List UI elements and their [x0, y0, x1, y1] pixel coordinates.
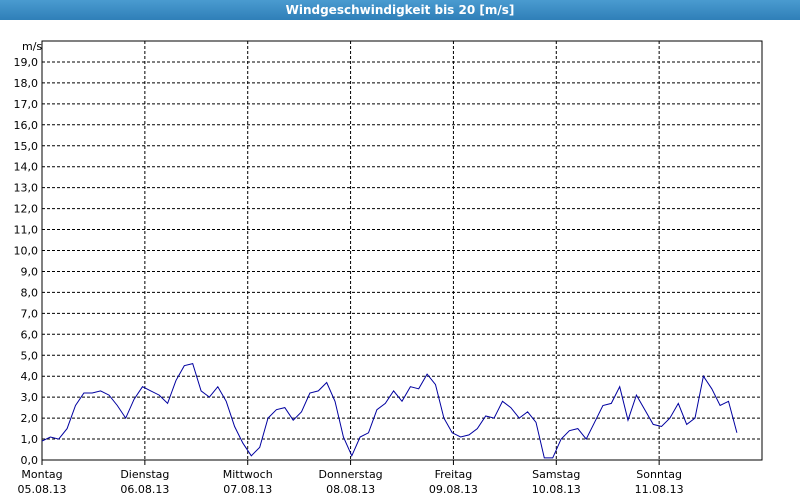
line: [41, 362, 738, 459]
y-tick-label: 5,0: [21, 349, 39, 362]
y-tick-label: 0,0: [21, 454, 39, 467]
y-tick-label: 3,0: [21, 391, 39, 404]
x-tick-label: Dienstag: [120, 468, 169, 481]
x-tick-label: Donnerstag: [318, 468, 382, 481]
x-tick-date: 06.08.13: [120, 483, 169, 496]
y-tick-label: 6,0: [21, 328, 39, 341]
x-tick-label: Montag: [21, 468, 62, 481]
y-tick-label: 2,0: [21, 412, 39, 425]
y-tick-label: 7,0: [21, 307, 39, 320]
y-tick-label: 15,0: [14, 140, 39, 153]
y-tick-label: 12,0: [14, 203, 39, 216]
x-tick-label: Samstag: [532, 468, 580, 481]
y-tick-label: 18,0: [14, 77, 39, 90]
y-tick-label: 13,0: [14, 182, 39, 195]
y-tick-label: 14,0: [14, 161, 39, 174]
y-tick-label: 8,0: [21, 286, 39, 299]
title-bar: Windgeschwindigkeit bis 20 [m/s]: [0, 0, 800, 20]
x-tick-label: Sonntag: [636, 468, 682, 481]
y-tick-label: 11,0: [14, 224, 39, 237]
x-tick-label: Mittwoch: [223, 468, 273, 481]
y-tick-label: 10,0: [14, 245, 39, 258]
x-tick-date: 11.08.13: [635, 483, 684, 496]
y-axis-label: m/s: [22, 40, 42, 53]
y-tick-label: 1,0: [21, 433, 39, 446]
y-tick-label: 19,0: [14, 56, 39, 69]
y-tick-label: 9,0: [21, 265, 39, 278]
y-tick-label: 4,0: [21, 370, 39, 383]
background: [0, 20, 800, 500]
x-tick-label: Freitag: [435, 468, 473, 481]
x-tick-date: 08.08.13: [326, 483, 375, 496]
x-tick-date: 07.08.13: [223, 483, 272, 496]
plot-frame: [41, 40, 763, 461]
x-tick-date: 09.08.13: [429, 483, 478, 496]
chart: m/s 0,0 1,0 2,0 3,0 4,0 5,0 6,0 7,0 8,0 9,0 10,0 11…: [0, 20, 800, 500]
y-tick-label: 17,0: [14, 98, 39, 111]
x-tick-date: 05.08.13: [18, 483, 67, 496]
x-tick-date: 10.08.13: [532, 483, 581, 496]
y-tick-label: 16,0: [14, 119, 39, 132]
